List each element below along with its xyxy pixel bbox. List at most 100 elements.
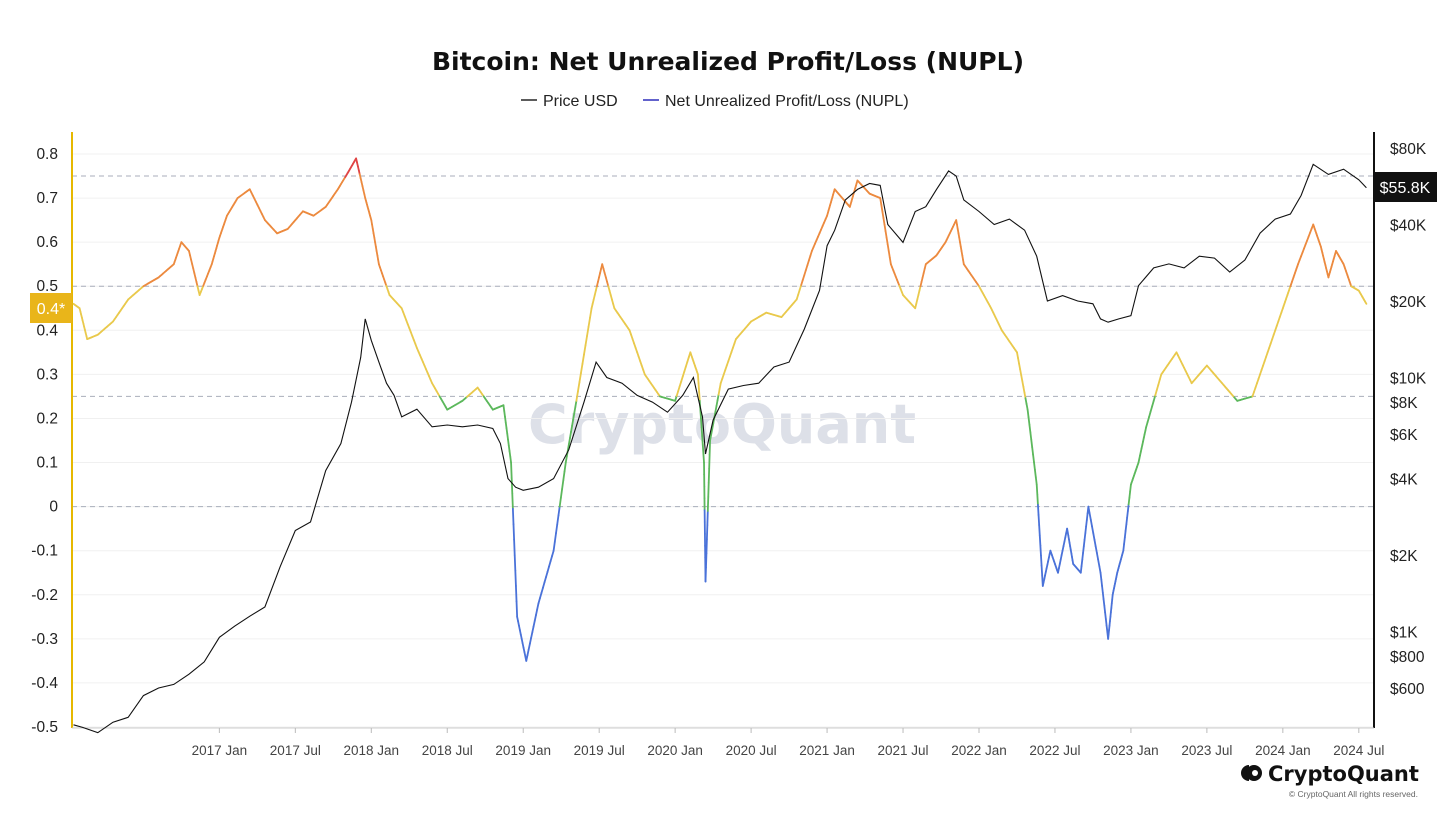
y-left-tick-label: 0.8: [36, 146, 58, 163]
chart-title: Bitcoin: Net Unrealized Profit/Loss (NUP…: [432, 47, 1024, 76]
nupl-segment: [580, 362, 584, 374]
nupl-segment: [1017, 357, 1021, 365]
nupl-segment: [564, 455, 568, 464]
nupl-segment: [1038, 524, 1041, 537]
nupl-segment: [1148, 410, 1152, 418]
nupl-segment: [1088, 512, 1092, 521]
nupl-segment: [1039, 544, 1042, 557]
nupl-segment: [512, 523, 516, 541]
nupl-segment: [1125, 516, 1129, 526]
nupl-segment: [504, 421, 508, 430]
nupl-segment: [1122, 543, 1125, 552]
nupl-segment: [571, 418, 575, 427]
nupl-segment: [561, 479, 565, 490]
nupl-segment: [570, 424, 574, 433]
nupl-segment: [510, 461, 513, 479]
nupl-segment: [537, 597, 541, 605]
x-tick-label: 2017 Jan: [192, 743, 248, 758]
nupl-segment: [1123, 529, 1127, 539]
nupl-segment: [1037, 514, 1041, 527]
y-right-tick-label: $4K: [1390, 472, 1418, 489]
nupl-segment: [1092, 532, 1096, 541]
nupl-segment: [557, 505, 561, 517]
nupl-segment: [562, 470, 566, 482]
nupl-segment: [1145, 421, 1149, 429]
nupl-segment: [1098, 565, 1102, 574]
legend-item-price[interactable]: Price USD: [521, 93, 618, 110]
nupl-segment: [715, 399, 719, 408]
nupl-segment: [577, 381, 581, 393]
nupl-segment: [1152, 394, 1157, 402]
nupl-segment: [714, 405, 718, 413]
nupl-segment: [531, 625, 535, 634]
brand-logo: CryptoQuant © CryptoQuant All rights res…: [1241, 762, 1419, 799]
nupl-segment: [717, 388, 721, 396]
price-series-line: [73, 163, 1367, 734]
x-tick-label: 2020 Jan: [647, 743, 703, 758]
nupl-series: [72, 157, 1368, 662]
nupl-segment: [1019, 368, 1023, 377]
nupl-segment: [1126, 510, 1129, 519]
nupl-segment: [1021, 380, 1025, 388]
nupl-segment: [882, 217, 886, 226]
nupl-segment: [1146, 415, 1151, 423]
y-left-axis: 0.8 0.7 0.6 0.5 0.4 0.3 0.2 0.1 0 -0.1 -0.2 -0.3 -0.…: [31, 146, 58, 736]
nupl-segment: [1036, 493, 1039, 506]
nupl-segment: [1079, 565, 1083, 574]
nupl-segment: [575, 390, 579, 402]
nupl-segment: [502, 404, 506, 412]
legend-label-nupl: Net Unrealized Profit/Loss (NUPL): [665, 93, 909, 110]
y-right-tick-label: $8K: [1390, 395, 1418, 412]
x-tick-label: 2024 Jan: [1255, 743, 1311, 758]
nupl-segment: [886, 243, 890, 252]
nupl-segment: [513, 554, 517, 572]
nupl-segment: [511, 507, 515, 526]
nupl-segment: [699, 408, 702, 420]
nupl-segment: [1027, 416, 1031, 426]
nupl-segment: [701, 435, 704, 446]
x-tick-label: 2023 Jul: [1181, 743, 1232, 758]
nupl-segment: [1126, 503, 1130, 512]
nupl-segment: [1100, 578, 1103, 587]
x-tick-label: 2017 Jul: [270, 743, 321, 758]
current-price-badge-box: [1374, 172, 1437, 202]
nupl-segment: [1103, 604, 1106, 614]
nupl-segment: [1099, 571, 1103, 581]
nupl-segment: [1026, 408, 1030, 419]
nupl-segment: [539, 592, 543, 600]
nupl-segment: [545, 570, 549, 579]
nupl-segment: [574, 399, 578, 408]
nupl-segment: [540, 586, 544, 594]
y-left-tick-label: 0.1: [36, 455, 58, 472]
nupl-segment: [1033, 461, 1036, 471]
nupl-segment: [1124, 523, 1128, 532]
legend-item-nupl[interactable]: Net Unrealized Profit/Loss (NUPL): [643, 93, 909, 110]
nupl-segment: [883, 223, 887, 233]
y-left-tick-label: 0.3: [36, 366, 58, 383]
nupl-segment: [553, 532, 557, 543]
x-tick-label: 2021 Jan: [799, 743, 855, 758]
y-right-tick-label: $20K: [1390, 294, 1427, 311]
nupl-segment: [1020, 374, 1024, 382]
nupl-segment: [563, 461, 567, 473]
nupl-segment: [1085, 512, 1089, 521]
nupl-segment: [1040, 564, 1044, 577]
nupl-segment: [1129, 483, 1132, 493]
current-nupl-badge: 0.4*: [30, 293, 72, 323]
current-price-badge: $55.8K: [1374, 172, 1437, 202]
nupl-segment: [711, 422, 715, 430]
nupl-segment: [526, 648, 530, 657]
nupl-segment: [1151, 399, 1155, 408]
nupl-segment: [587, 316, 591, 328]
nupl-segment: [549, 555, 553, 563]
y-left-tick-label: -0.4: [31, 675, 58, 692]
nupl-segment: [1030, 438, 1034, 449]
nupl-segment: [527, 642, 531, 651]
nupl-segment: [505, 427, 509, 435]
nupl-segment: [718, 382, 722, 390]
nupl-segment: [513, 538, 516, 556]
nupl-segment: [697, 382, 701, 393]
legend-label-price: Price USD: [543, 93, 618, 110]
y-right-tick-label: $10K: [1390, 370, 1427, 387]
nupl-segment: [542, 581, 546, 589]
